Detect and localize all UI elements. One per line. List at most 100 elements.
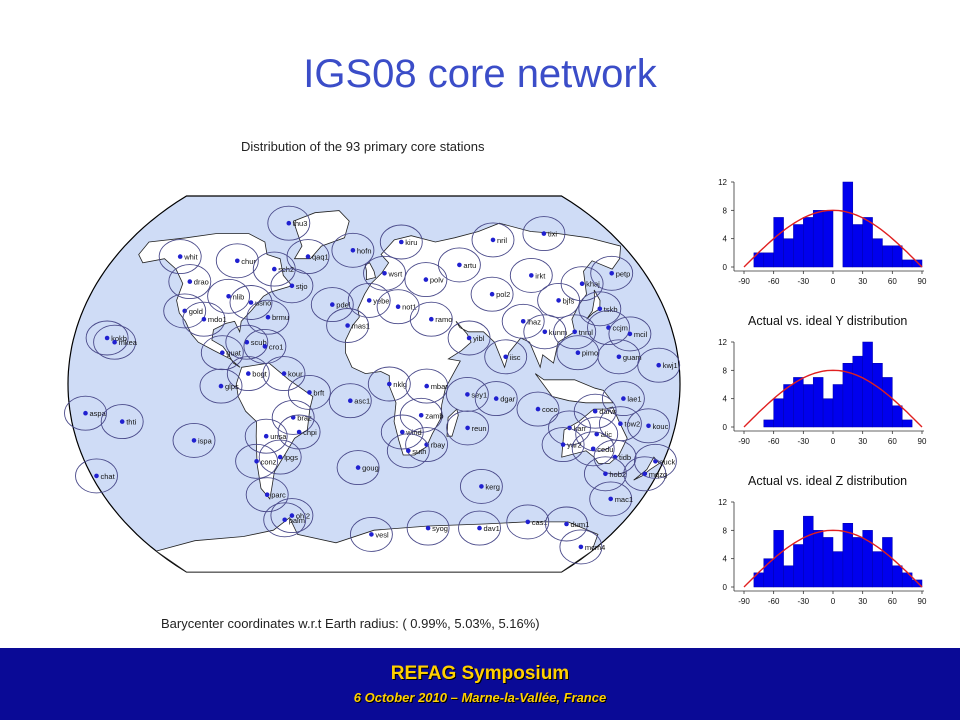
station-glps: glps	[199, 368, 243, 404]
coverage-circle	[263, 502, 307, 538]
coverage-circle	[287, 374, 331, 410]
x-tick-label: -60	[768, 277, 780, 286]
y-tick-label: 4	[723, 395, 728, 404]
station-label: pimo	[582, 349, 598, 358]
station-label: suth	[412, 447, 426, 456]
station-label: lhaz	[527, 317, 541, 326]
station-label: iisc	[510, 353, 521, 362]
x-tick-label: 0	[831, 597, 836, 606]
station-dot	[289, 283, 295, 289]
station-dot	[590, 446, 596, 452]
station-dot	[503, 354, 509, 360]
station-label: kiru	[405, 238, 417, 247]
histogram-bar	[812, 377, 824, 428]
station-label: whit	[183, 253, 198, 262]
coverage-circle	[409, 301, 453, 337]
coverage-circle	[172, 422, 216, 458]
station-label: tow2	[624, 420, 640, 429]
station-dot	[627, 331, 633, 337]
station-dot	[592, 408, 598, 414]
station-label: cedu	[597, 445, 613, 454]
station-dot	[609, 271, 614, 276]
coverage-circle	[379, 224, 423, 260]
station-mdo1: mdo1	[182, 301, 227, 337]
coverage-circle	[158, 239, 202, 275]
coverage-circle	[446, 410, 490, 446]
station-tidb: tidb	[593, 439, 637, 475]
station-label: bogt	[252, 370, 268, 379]
coverage-circle	[471, 222, 515, 258]
station-bjfs: bjfs	[537, 282, 581, 318]
station-kiru: kiru	[379, 224, 423, 260]
station-dot	[541, 231, 547, 236]
station-ispa: ispa	[172, 422, 216, 458]
station-qaq1: qaq1	[286, 239, 330, 275]
station-label: wind	[405, 428, 421, 437]
station-dot	[277, 454, 283, 460]
station-label: tnml	[579, 328, 594, 337]
station-label: usno	[255, 299, 271, 308]
station-dot	[542, 329, 548, 335]
station-label: hob2	[609, 470, 626, 479]
station-dot	[350, 248, 356, 253]
station-dot	[457, 262, 462, 268]
x-tick-label: 30	[858, 597, 867, 606]
station-dot	[305, 254, 311, 259]
station-label: nlib	[233, 292, 245, 301]
histogram-bar	[783, 565, 794, 588]
histogram-bar	[872, 363, 883, 428]
station-kour: kour	[262, 356, 306, 392]
station-label: unsa	[270, 432, 287, 441]
ideal-distribution-curve	[743, 209, 923, 268]
coverage-circle	[623, 456, 667, 492]
coverage-circle	[380, 414, 424, 450]
station-label: hofn	[357, 246, 372, 255]
land-masses	[138, 210, 660, 573]
x-tick-label: 30	[858, 437, 867, 446]
station-label: yar2	[567, 441, 582, 450]
y-tick-label: 8	[723, 366, 728, 375]
coverage-circle	[245, 477, 289, 513]
coverage-circle	[75, 458, 118, 494]
station-label: conz	[261, 457, 277, 466]
station-dgar: dgar	[474, 381, 518, 417]
ideal-distribution-curve	[743, 369, 923, 428]
histogram-bar	[773, 398, 784, 428]
station-label: dgar	[500, 395, 516, 404]
coverage-circle	[501, 303, 545, 339]
station-tskb: tskb	[578, 291, 622, 327]
station-dot	[395, 304, 401, 309]
station-label: zamb	[425, 411, 443, 420]
station-dot	[286, 220, 292, 226]
x-tick-label: 60	[888, 277, 897, 286]
coverage-circle	[537, 282, 581, 318]
station-dot	[226, 294, 231, 299]
station-dot	[345, 323, 350, 328]
x-tick-label: -90	[738, 437, 750, 446]
station-mqzg: mqzg	[623, 456, 667, 492]
station-label: scub	[251, 338, 267, 347]
coverage-circle	[93, 324, 137, 360]
station-label: auck	[659, 457, 675, 466]
histogram-bar	[892, 405, 903, 428]
x-tick-label: 30	[858, 277, 867, 286]
coverage-circle	[627, 408, 670, 444]
station-dot	[191, 438, 197, 443]
station-label: dav1	[484, 524, 500, 533]
station-dot	[400, 429, 405, 435]
station-goug: goug	[336, 450, 380, 486]
station-ohi2: ohi2	[270, 498, 314, 534]
histogram-bar	[812, 210, 824, 268]
station-label: brmu	[272, 313, 289, 322]
eurasia-africa-land	[344, 222, 622, 456]
station-label: guam	[623, 353, 642, 362]
coverage-circle	[235, 443, 279, 479]
histogram-bar	[852, 224, 863, 268]
coverage-circle	[548, 410, 591, 446]
histogram-bar	[832, 551, 844, 588]
coverage-circle	[406, 510, 450, 546]
station-tnml: tnml	[553, 314, 597, 350]
station-label: thu3	[293, 219, 308, 228]
coverage-circle	[590, 255, 634, 291]
coverage-circle	[404, 262, 448, 298]
